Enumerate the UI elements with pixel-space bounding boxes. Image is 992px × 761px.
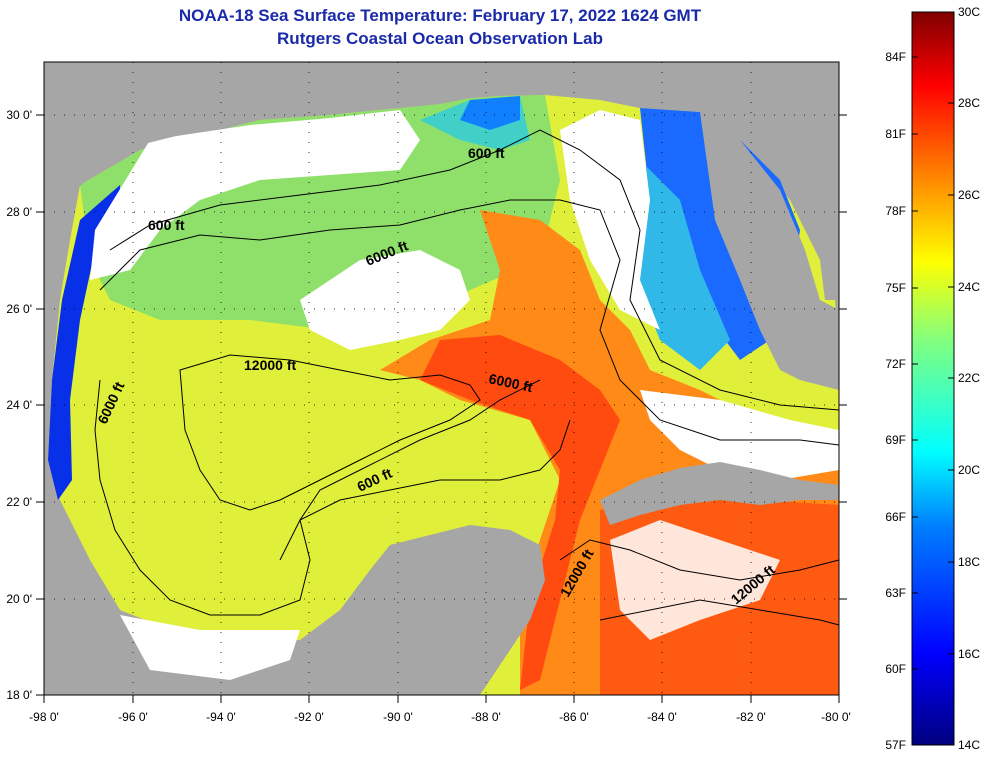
celsius-label: 24C [958, 280, 980, 294]
cloud-mask-east [560, 110, 660, 330]
map-subtitle: Rutgers Coastal Ocean Observation Lab [277, 29, 603, 48]
land-mexico [44, 460, 120, 695]
louisiana-coastal-cold-water [460, 96, 520, 130]
contour-6000ft [99, 199, 840, 446]
lon-label: -90 0' [383, 710, 413, 724]
celsius-label: 20C [958, 463, 980, 477]
contour-6000ft-west [94, 379, 541, 616]
lat-label: 28 0' [6, 205, 32, 219]
lon-label: -96 0' [118, 710, 148, 724]
lon-label: -92 0' [294, 710, 324, 724]
land-florida-peninsula [700, 112, 839, 390]
land-cuba [600, 462, 839, 525]
celsius-label: 16C [958, 647, 980, 661]
fahrenheit-label: 60F [885, 662, 906, 676]
colorbar-celsius-labels: 30C 28C 26C 24C 22C 20C 18C 16C 14C [958, 5, 980, 752]
fahrenheit-label: 57F [885, 738, 906, 752]
celsius-label: 22C [958, 371, 980, 385]
fahrenheit-label: 69F [885, 433, 906, 447]
celsius-label: 30C [958, 5, 980, 19]
map-title: NOAA-18 Sea Surface Temperature: Februar… [178, 6, 702, 25]
land-yucatan [300, 525, 545, 695]
fahrenheit-label: 84F [885, 50, 906, 64]
cloud-mask-south [120, 615, 300, 680]
contour-600ft-north [109, 129, 840, 411]
lat-label: 20 0' [6, 592, 32, 606]
contour-12000ft [179, 354, 481, 511]
contour-label-600ft-west: 600 ft [148, 217, 185, 233]
map-border [43, 61, 840, 696]
fahrenheit-label: 81F [885, 127, 906, 141]
axis-ticks [36, 114, 847, 703]
land-north-america [44, 62, 839, 460]
fahrenheit-label: 66F [885, 510, 906, 524]
lon-label: -86 0' [559, 710, 589, 724]
bathymetry-contours [94, 129, 840, 626]
loop-current-core [420, 335, 620, 690]
fahrenheit-label: 75F [885, 281, 906, 295]
cloud-mask-central [300, 250, 470, 350]
fahrenheit-label: 72F [885, 357, 906, 371]
longitude-labels: -98 0' -96 0' -94 0' -92 0' -90 0' -88 0… [29, 710, 851, 724]
land-florida [780, 62, 839, 300]
lon-label: -88 0' [471, 710, 501, 724]
fahrenheit-label: 78F [885, 204, 906, 218]
lat-label: 30 0' [6, 108, 32, 122]
map-frame-content [44, 62, 839, 695]
latitude-labels: 30 0' 28 0' 26 0' 24 0' 22 0' 20 0' 18 0… [6, 108, 32, 702]
colorbar-fahrenheit-labels: 84F 81F 78F 75F 72F 69F 66F 63F 60F 57F [885, 50, 906, 752]
celsius-label: 14C [958, 738, 980, 752]
lon-label: -80 0' [821, 710, 851, 724]
celsius-label: 18C [958, 555, 980, 569]
fahrenheit-label: 63F [885, 586, 906, 600]
celsius-label: 28C [958, 96, 980, 110]
celsius-label: 26C [958, 188, 980, 202]
colorbar-ticks [912, 56, 954, 670]
cloud-mask-north [90, 110, 420, 280]
lat-label: 22 0' [6, 495, 32, 509]
lon-label: -82 0' [736, 710, 766, 724]
contour-label-600ft-north: 600 ft [468, 145, 505, 161]
colorbar [911, 11, 955, 746]
lat-label: 18 0' [6, 688, 32, 702]
lat-label: 26 0' [6, 302, 32, 316]
lon-label: -94 0' [206, 710, 236, 724]
lon-label: -98 0' [29, 710, 59, 724]
contour-label-12000ft-gulf: 12000 ft [244, 357, 296, 373]
contour-caribbean-deep [599, 599, 840, 626]
lat-label: 24 0' [6, 398, 32, 412]
contour-600ft-yucatan [279, 419, 571, 561]
contour-12000ft-caribbean [559, 539, 840, 581]
texas-coastal-cold-water [48, 185, 120, 500]
lon-label: -84 0' [647, 710, 677, 724]
cloud-mask-straits [640, 390, 839, 480]
